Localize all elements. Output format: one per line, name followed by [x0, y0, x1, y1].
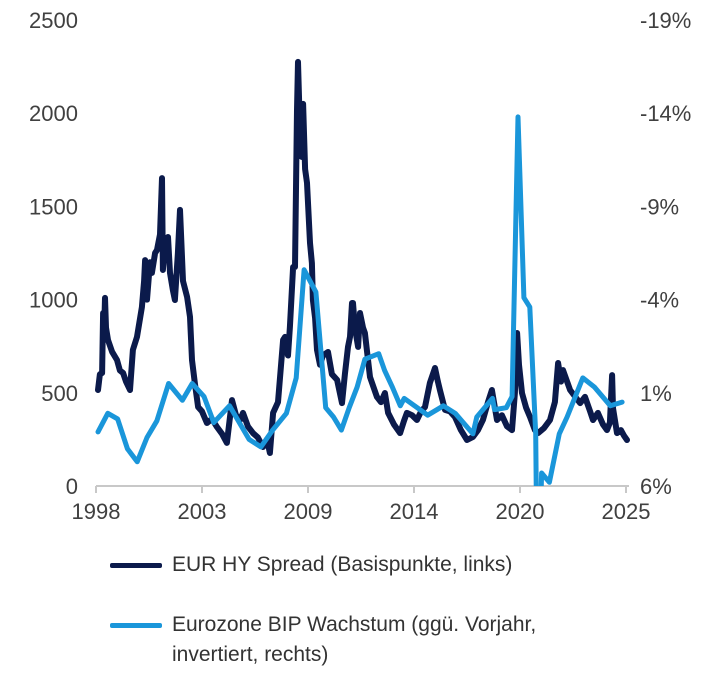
left-tick-label: 1500	[29, 194, 78, 219]
x-tick-label: 2014	[390, 499, 439, 524]
x-tick-label: 2003	[178, 499, 227, 524]
legend-label-eur-hy-spread: EUR HY Spread (Basispunkte, links)	[172, 553, 513, 576]
left-tick-label: 1000	[29, 288, 78, 313]
left-axis: 0 500 1000 1500 2000 2500	[29, 8, 78, 499]
left-tick-label: 500	[41, 381, 78, 406]
x-tick-label: 2020	[496, 499, 545, 524]
legend-label-eurozone-gdp: Eurozone BIP Wachstum (ggü. Vorjahr, inv…	[172, 613, 537, 666]
x-tick-label: 1998	[72, 499, 121, 524]
x-tick-label: 2025	[602, 499, 651, 524]
right-axis: 6% 1% -4% -9% -14% -19%	[640, 8, 691, 499]
legend-swatch-eur-hy-spread	[110, 563, 162, 568]
right-tick-label: -19%	[640, 8, 691, 33]
left-tick-label: 2000	[29, 101, 78, 126]
right-tick-label: -4%	[640, 288, 679, 313]
left-tick-label: 2500	[29, 8, 78, 33]
left-tick-label: 0	[66, 474, 78, 499]
legend-swatch-eurozone-gdp	[110, 623, 162, 628]
plot-area	[95, 58, 630, 486]
right-tick-label: 1%	[640, 381, 672, 406]
x-axis: 1998 2003 2009 2014 2020 2025	[72, 485, 651, 524]
right-tick-label: -9%	[640, 194, 679, 219]
right-tick-label: 6%	[640, 474, 672, 499]
x-tick-label: 2009	[284, 499, 333, 524]
series-line-eurozone-gdp	[95, 114, 625, 486]
right-tick-label: -14%	[640, 101, 691, 126]
